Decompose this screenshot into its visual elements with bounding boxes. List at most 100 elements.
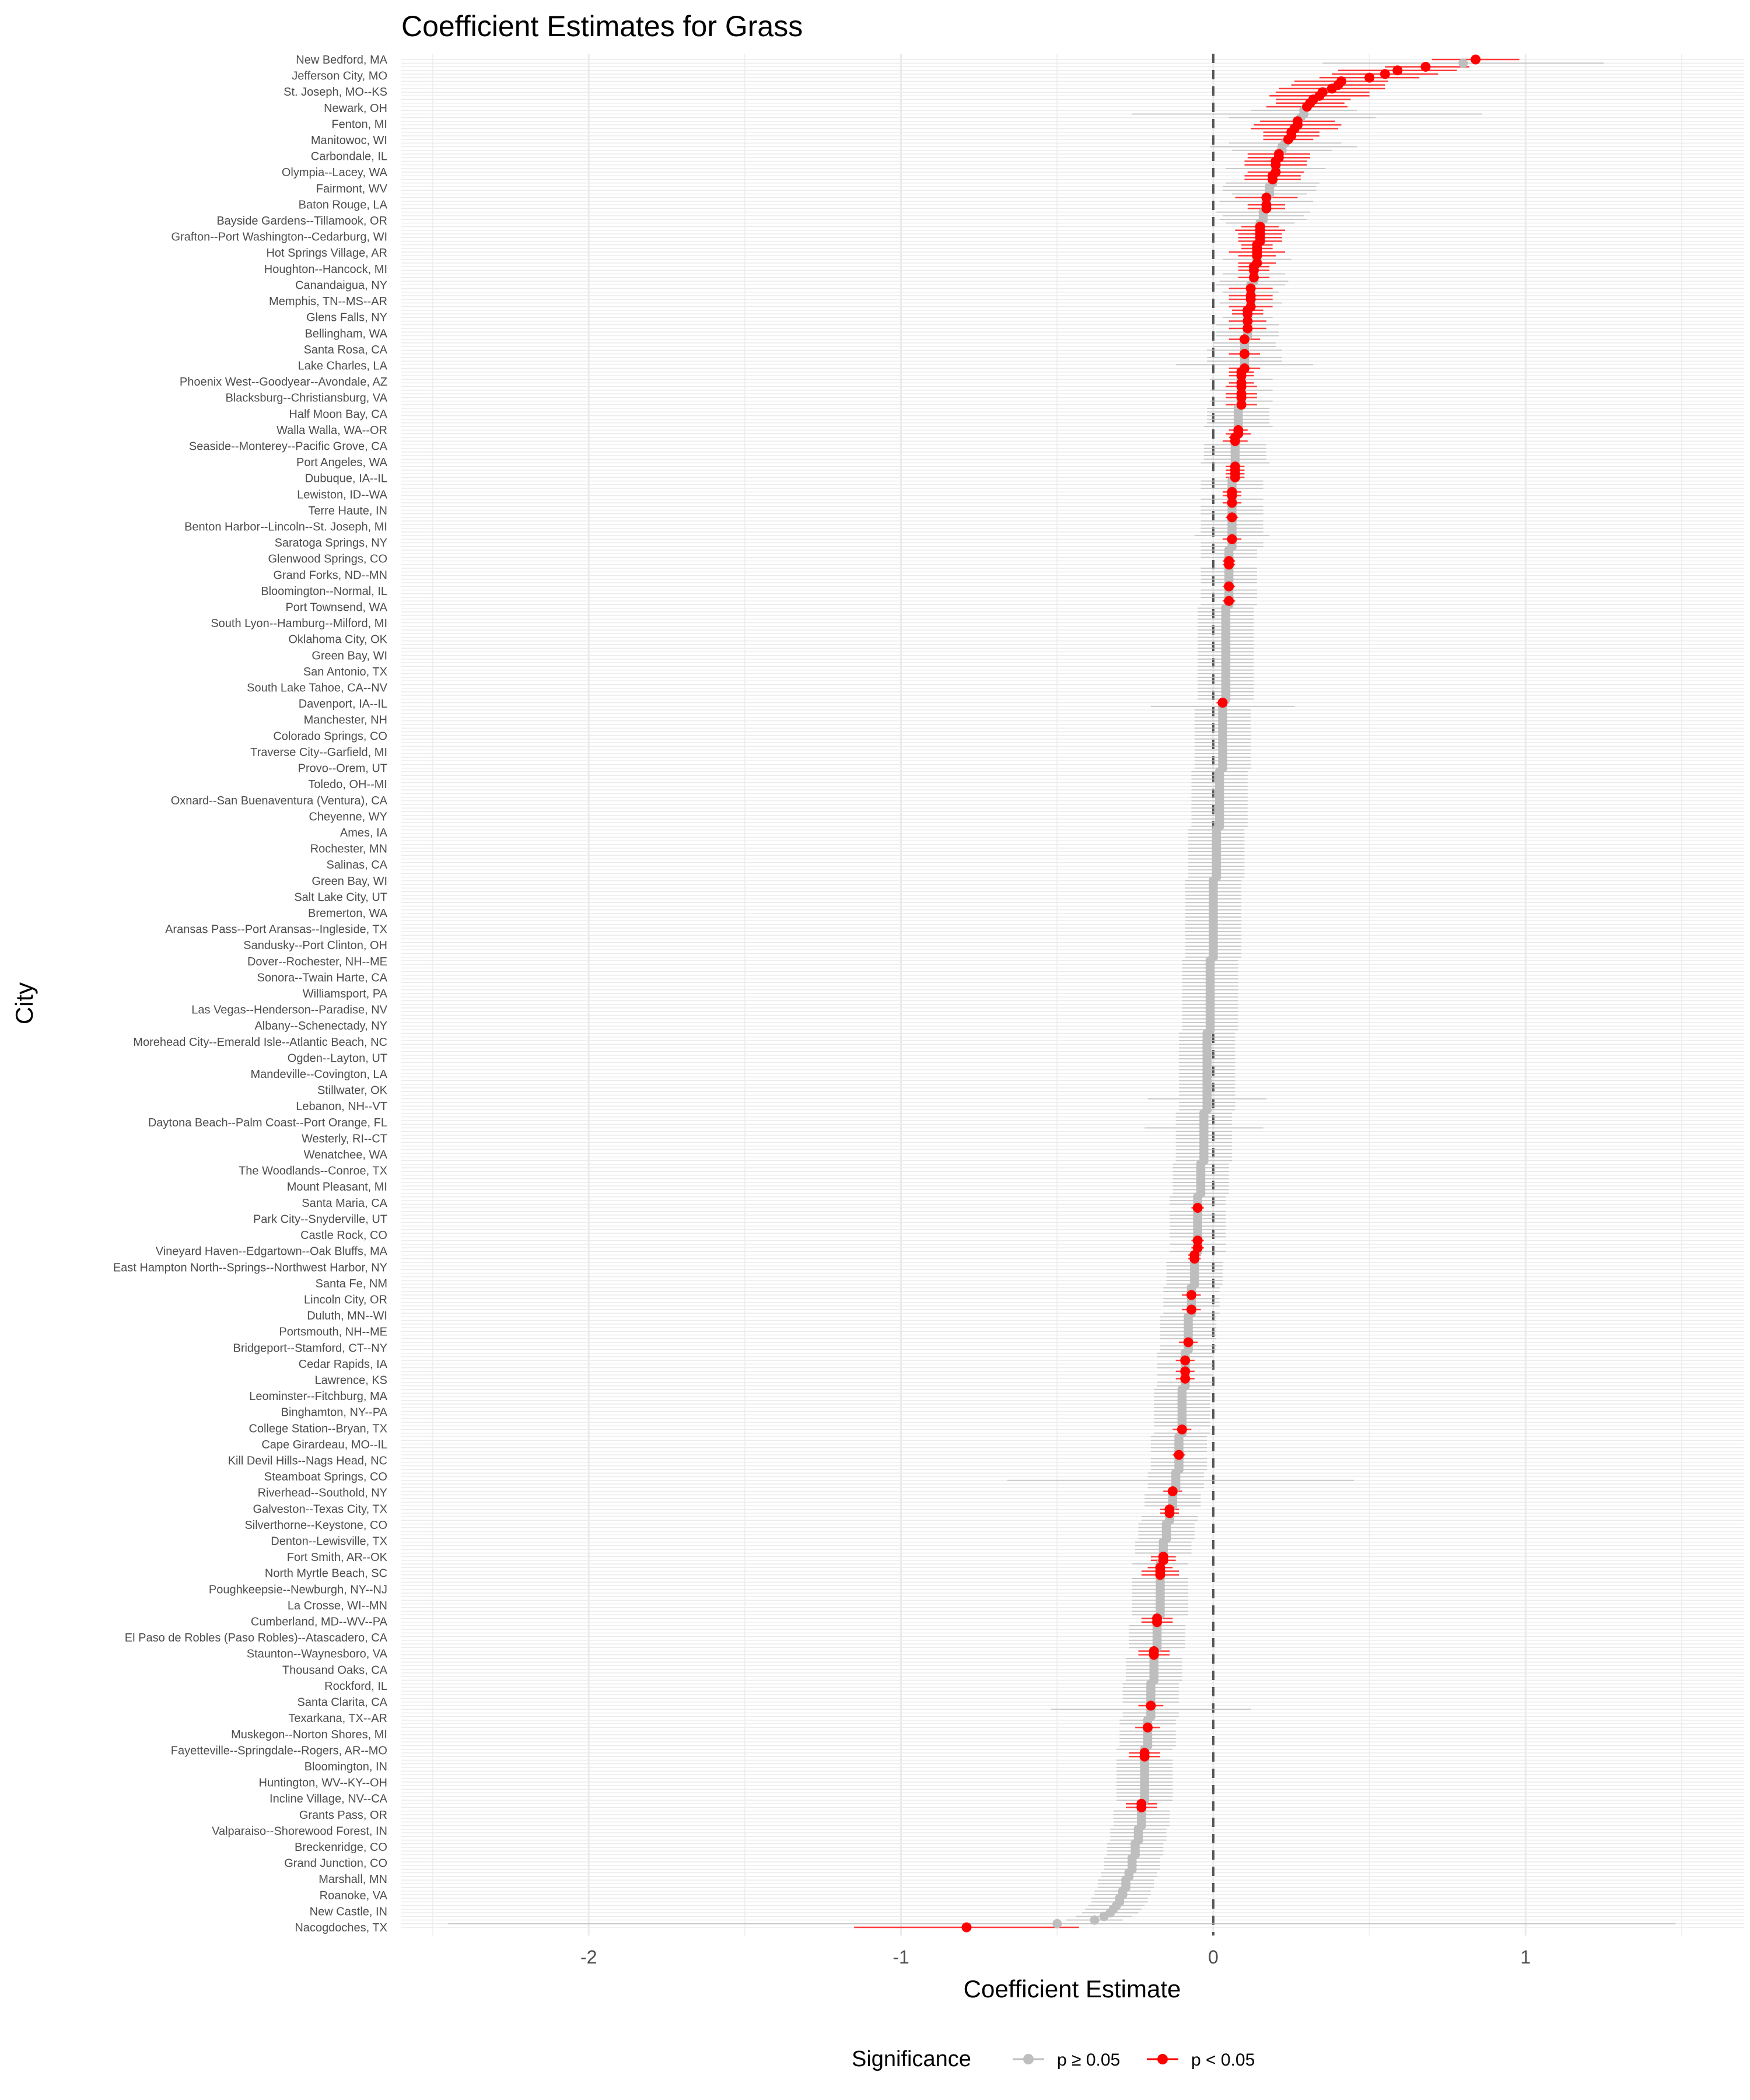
grid-lines	[401, 54, 1744, 1936]
data-points	[961, 54, 1481, 1933]
data-point-significant	[1236, 370, 1247, 381]
y-tick-label: Huntington, WV--KY--OH	[259, 1777, 387, 1790]
y-tick-label: Port Angeles, WA	[296, 456, 388, 469]
y-tick-label: Fort Smith, AR--OK	[287, 1551, 388, 1564]
y-tick-label: Grand Forks, ND--MN	[273, 569, 387, 582]
data-point-significant	[1239, 349, 1250, 359]
data-point-significant	[1268, 174, 1278, 185]
y-tick-label: Traverse City--Garfield, MI	[250, 746, 387, 759]
data-point-significant	[1227, 498, 1237, 508]
data-point-significant	[1242, 316, 1253, 327]
y-tick-label: Texarkana, TX--AR	[288, 1712, 387, 1725]
y-tick-label: Aransas Pass--Port Aransas--Ingleside, T…	[165, 923, 387, 936]
data-point-significant	[1180, 1373, 1191, 1384]
data-point-significant	[1139, 1751, 1150, 1762]
y-tick-label: East Hampton North--Springs--Northwest H…	[113, 1261, 387, 1274]
data-point-significant	[1224, 559, 1234, 570]
y-tick-label: South Lyon--Hamburg--Milford, MI	[211, 617, 387, 630]
y-tick-label: Oklahoma City, OK	[288, 634, 387, 646]
legend: Significance p ≥ 0.05 p < 0.05	[852, 2047, 1255, 2071]
y-tick-label: Newark, OH	[324, 102, 387, 115]
data-point-significant	[1177, 1424, 1187, 1435]
y-tick-label: College Station--Bryan, TX	[249, 1422, 387, 1435]
y-tick-label: Blacksburg--Christiansburg, VA	[225, 392, 387, 405]
data-point-significant	[1239, 334, 1250, 345]
y-tick-label: Davenport, IA--IL	[299, 698, 387, 710]
y-tick-label: Valparaiso--Shorewood Forest, IN	[212, 1825, 387, 1838]
data-point-significant	[1152, 1617, 1163, 1628]
y-tick-label: New Bedford, MA	[296, 54, 387, 66]
data-point-significant	[1364, 72, 1375, 83]
data-point-significant	[1245, 283, 1256, 293]
y-tick-label: Cheyenne, WY	[309, 810, 387, 823]
y-tick-label: Duluth, MN--WI	[307, 1310, 387, 1322]
x-tick-label: -1	[892, 1947, 909, 1968]
data-point-significant	[1236, 382, 1247, 392]
y-tick-label: Carbondale, IL	[311, 150, 387, 163]
chart-title: Coefficient Estimates for Grass	[401, 10, 803, 43]
y-tick-label: Salt Lake City, UT	[294, 891, 387, 904]
data-point-significant	[1471, 54, 1481, 65]
data-point	[1052, 1919, 1062, 1929]
legend-key-dot-not-significant	[1023, 2054, 1034, 2064]
y-tick-label: Colorado Springs, CO	[273, 730, 387, 743]
y-tick-label: St. Joseph, MO--KS	[284, 86, 387, 99]
y-tick-label: Fairmont, WV	[316, 183, 388, 195]
x-tick-label: 0	[1208, 1947, 1219, 1968]
data-point-significant	[1192, 1236, 1203, 1246]
y-tick-label: Park City--Snyderville, UT	[253, 1213, 387, 1226]
y-tick-label: Green Bay, WI	[312, 875, 387, 888]
y-tick-label: Silverthorne--Keystone, CO	[244, 1519, 387, 1532]
y-tick-label: Bellingham, WA	[304, 327, 387, 340]
legend-label-significant: p < 0.05	[1191, 2050, 1255, 2070]
legend-key-dot-significant	[1157, 2054, 1168, 2064]
data-point-significant	[1420, 61, 1431, 72]
x-tick-label: -2	[580, 1947, 597, 1968]
y-tick-label: Castle Rock, CO	[300, 1229, 387, 1242]
y-tick-label: Port Townsend, WA	[285, 601, 387, 614]
data-point	[1090, 1915, 1100, 1925]
y-tick-label: Hot Springs Village, AR	[266, 247, 387, 260]
y-tick-label: Vineyard Haven--Edgartown--Oak Bluffs, M…	[156, 1245, 388, 1258]
y-axis-title: City	[10, 982, 38, 1024]
x-tick-labels: -2 -1 0 1	[580, 1947, 1531, 1968]
y-tick-label: Ames, IA	[340, 827, 388, 839]
data-point-significant	[1380, 69, 1390, 79]
y-tick-label: Jefferson City, MO	[292, 70, 387, 83]
data-point-significant	[1164, 1508, 1175, 1518]
data-point-significant	[1142, 1722, 1153, 1732]
y-tick-label: Glens Falls, NY	[306, 312, 387, 324]
data-point-significant	[1183, 1337, 1194, 1348]
y-tick-label: Santa Rosa, CA	[304, 344, 388, 356]
y-tick-label: Nacogdoches, TX	[295, 1922, 387, 1934]
y-tick-label: Thousand Oaks, CA	[282, 1664, 388, 1676]
y-tick-label: El Paso de Robles (Paso Robles)--Atascad…	[125, 1632, 388, 1644]
data-point-significant	[1236, 400, 1247, 410]
y-tick-label: South Lake Tahoe, CA--NV	[247, 682, 388, 695]
y-tick-label: Canandaigua, NY	[295, 279, 387, 292]
y-tick-label: Westerly, RI--CT	[302, 1132, 387, 1145]
y-tick-label: Incline Village, NV--CA	[270, 1793, 388, 1805]
y-tick-label: The Woodlands--Conroe, TX	[239, 1165, 387, 1178]
data-point-significant	[1261, 203, 1272, 214]
x-axis-title: Coefficient Estimate	[964, 1975, 1181, 2003]
y-tick-label: Roanoke, VA	[320, 1889, 388, 1902]
y-tick-label: Leominster--Fitchburg, MA	[249, 1390, 387, 1403]
y-tick-label: New Castle, IN	[310, 1905, 387, 1918]
y-tick-label: Mount Pleasant, MI	[287, 1181, 387, 1194]
legend-label-not-significant: p ≥ 0.05	[1057, 2050, 1120, 2070]
y-tick-label: North Myrtle Beach, SC	[265, 1567, 387, 1580]
data-point-significant	[1261, 192, 1272, 203]
y-tick-label: Kill Devil Hills--Nags Head, NC	[228, 1455, 387, 1468]
data-point-significant	[1224, 596, 1234, 606]
y-tick-label: Bloomington, IN	[304, 1760, 387, 1773]
y-tick-label: San Antonio, TX	[303, 666, 387, 678]
y-tick-label: Williamsport, PA	[303, 988, 388, 1000]
legend-title: Significance	[852, 2047, 971, 2071]
data-point-significant	[1186, 1290, 1196, 1300]
y-tick-label: Stillwater, OK	[317, 1084, 388, 1097]
y-tick-label: Muskegon--Norton Shores, MI	[231, 1728, 387, 1741]
y-tick-label: Rochester, MN	[310, 843, 387, 856]
y-tick-label: Las Vegas--Henderson--Paradise, NV	[191, 1004, 387, 1017]
data-point-significant	[1224, 581, 1234, 592]
